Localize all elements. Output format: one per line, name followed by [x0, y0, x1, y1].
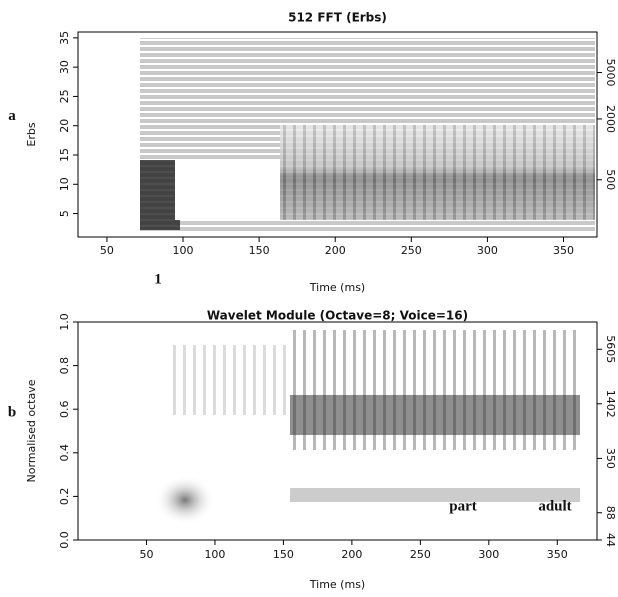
y-tick-label: 35 — [58, 31, 71, 45]
annotation: part — [449, 498, 477, 514]
y-tick-label: 1.0 — [58, 313, 71, 331]
y2-tick-label: 350 — [604, 448, 617, 469]
y2-tick-label: 500 — [604, 169, 617, 190]
y-tick-label: 0.8 — [58, 357, 71, 375]
y2-tick-label: 88 — [604, 506, 617, 520]
y-axis-label: Erbs — [25, 122, 38, 146]
x-tick-label: 50 — [100, 244, 114, 257]
x-tick-label: 250 — [401, 244, 422, 257]
x-tick-label: 250 — [410, 548, 431, 561]
y-tick-label: 20 — [58, 119, 71, 133]
panel-label: b — [8, 404, 16, 420]
spectrogram-texture-b — [155, 330, 580, 525]
y2-tick-label: 1402 — [604, 390, 617, 418]
y2-tick-label: 2000 — [604, 105, 617, 133]
y2-tick-label: 44 — [604, 533, 617, 547]
y2-tick-label: 5000 — [604, 59, 617, 87]
y-tick-label: 30 — [58, 60, 71, 74]
x-axis-label: Time (ms) — [309, 281, 365, 294]
x-tick-label: 200 — [325, 244, 346, 257]
x-tick-label: 50 — [139, 548, 153, 561]
y-tick-label: 10 — [58, 177, 71, 191]
y-tick-label: 0.6 — [58, 400, 71, 418]
x-tick-label: 100 — [204, 548, 225, 561]
panel-label: a — [8, 108, 16, 124]
y-tick-label: 0.4 — [58, 444, 71, 462]
y-tick-label: 5 — [58, 210, 71, 217]
x-tick-label: 350 — [553, 244, 574, 257]
y2-tick-label: 5605 — [604, 335, 617, 363]
annotation: adult — [538, 498, 571, 514]
x-tick-label: 200 — [341, 548, 362, 561]
x-tick-label: 150 — [249, 244, 270, 257]
x-axis-label: Time (ms) — [309, 578, 365, 591]
plot-frame — [77, 321, 598, 541]
x-tick-label: 300 — [477, 244, 498, 257]
chart-title: Wavelet Module (Octave=8; Voice=16) — [207, 309, 468, 323]
annotation: 1 — [154, 271, 162, 287]
y-tick-label: 25 — [58, 89, 71, 103]
plot-frame — [77, 31, 598, 238]
y-axis-label: Normalised octave — [25, 379, 38, 482]
x-tick-label: 350 — [547, 548, 568, 561]
x-tick-label: 100 — [173, 244, 194, 257]
y-tick-label: 15 — [58, 148, 71, 162]
chart-title: 512 FFT (Erbs) — [288, 11, 387, 25]
y-tick-label: 0.2 — [58, 488, 71, 506]
x-tick-label: 150 — [273, 548, 294, 561]
y-tick-label: 0.0 — [58, 531, 71, 549]
x-tick-label: 300 — [478, 548, 499, 561]
spectrogram-texture-a — [140, 38, 595, 233]
